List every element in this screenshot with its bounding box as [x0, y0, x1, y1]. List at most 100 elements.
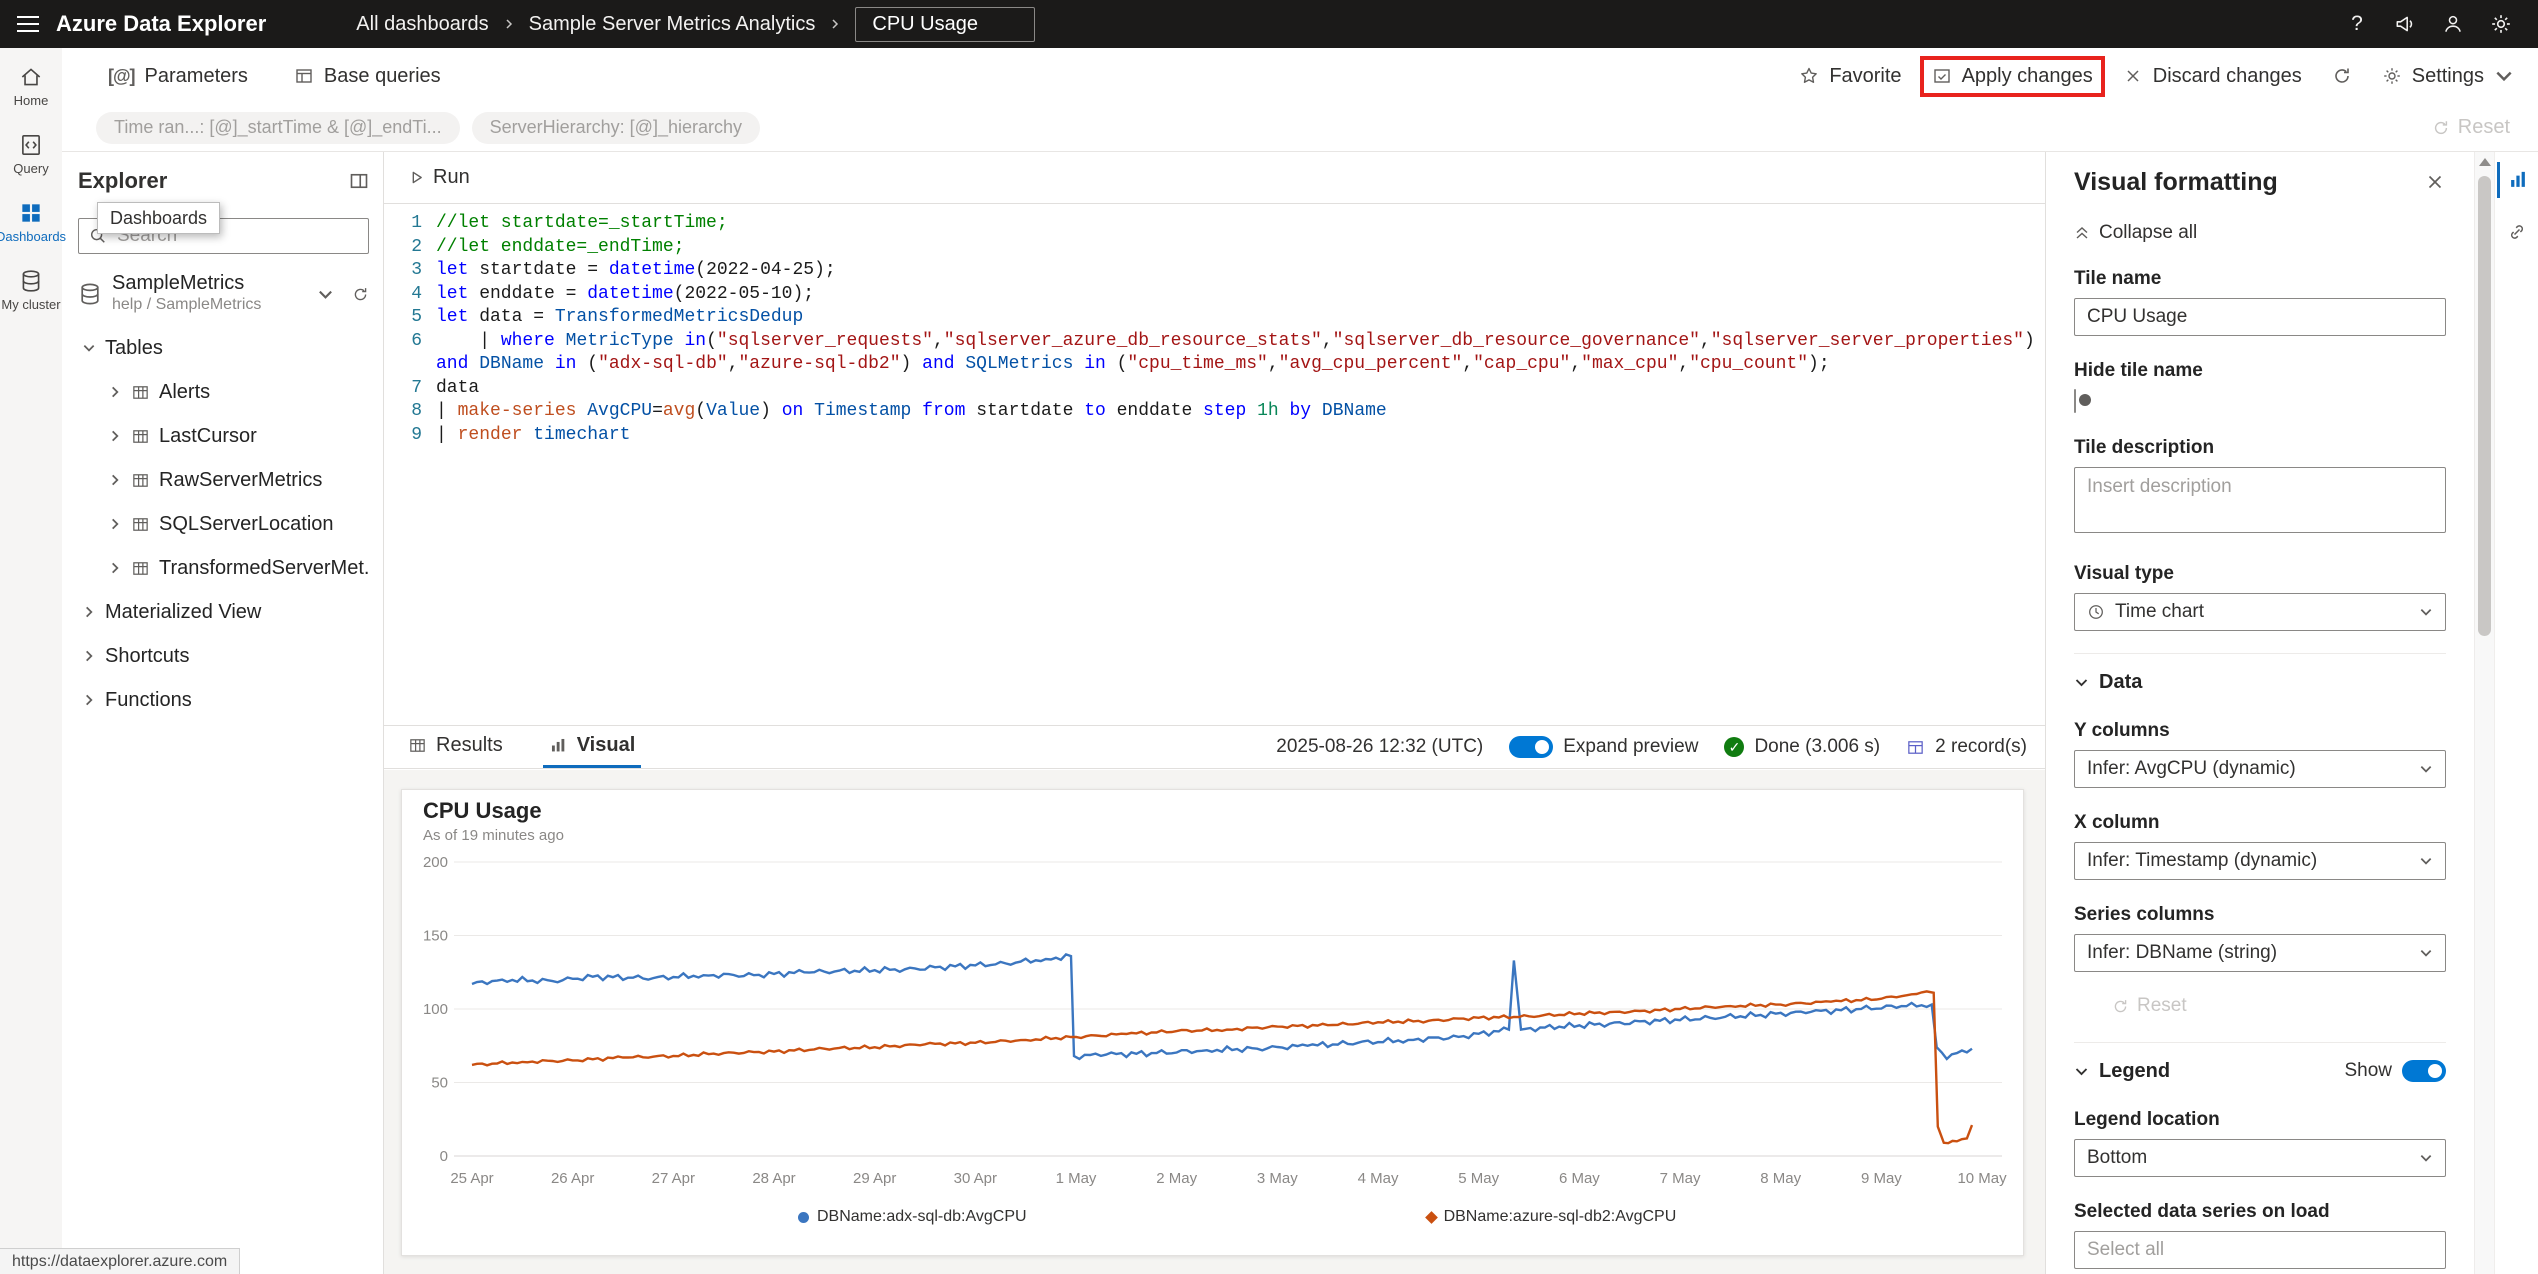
breadcrumb-all-dashboards[interactable]: All dashboards [356, 12, 489, 35]
legend-marker-circle [798, 1211, 809, 1223]
tree-item-label: RawServerMetrics [159, 468, 323, 491]
database-icon [81, 283, 99, 305]
tile-name-label: Tile name [2074, 268, 2162, 289]
legend-item[interactable]: DBName:adx-sql-db:AvgCPU [798, 1208, 1027, 1226]
time-range-parameter-pill[interactable]: Time ran...: [@]_startTime & [@]_endTi..… [96, 111, 460, 144]
y-columns-dropdown[interactable]: Infer: AvgCPU (dynamic) [2074, 750, 2446, 788]
x-axis-tick-label: 25 Apr [450, 1170, 493, 1187]
data-section-title: Data [2099, 670, 2143, 693]
apply-changes-button[interactable]: Apply changes [1919, 55, 2105, 97]
link-panel-button[interactable] [2497, 214, 2537, 250]
chevron-right-icon [86, 694, 93, 706]
x-axis-tick-label: 7 May [1660, 1170, 1701, 1187]
legend-location-dropdown[interactable]: Bottom [2074, 1139, 2446, 1177]
favorite-button[interactable]: Favorite [1799, 65, 1902, 88]
breadcrumb-tile-name-input[interactable]: CPU Usage [855, 6, 1036, 42]
link-icon [2510, 225, 2523, 239]
x-axis-tick-label: 28 Apr [752, 1170, 795, 1187]
tree-item-label: Shortcuts [105, 644, 190, 667]
close-icon[interactable] [2424, 171, 2446, 193]
tree-item[interactable]: SQLServerLocation [78, 502, 369, 546]
server-hierarchy-parameter-pill[interactable]: ServerHierarchy: [@]_hierarchy [471, 111, 760, 144]
bar-chart-icon [2511, 171, 2525, 187]
explorer-search[interactable] [78, 218, 369, 254]
selected-series-input[interactable] [2074, 1231, 2446, 1269]
chevron-right-icon [112, 562, 119, 574]
tile-name-input[interactable] [2074, 298, 2446, 336]
line-number: 8 [411, 401, 422, 421]
collapse-panel-icon[interactable] [349, 171, 369, 191]
tree-item[interactable]: Tables [78, 326, 369, 370]
scrollbar-thumb[interactable] [2478, 176, 2491, 636]
breadcrumb-dashboard-name[interactable]: Sample Server Metrics Analytics [528, 12, 816, 35]
tab-results[interactable]: Results [402, 726, 509, 768]
data-section-header[interactable]: Data [2074, 668, 2446, 696]
tree-item[interactable]: Shortcuts [78, 634, 369, 678]
legend-item[interactable]: DBName:azure-sql-db2:AvgCPU [1424, 1208, 1676, 1226]
chevron-down-icon [2420, 1155, 2432, 1162]
hide-tile-name-toggle[interactable] [2074, 389, 2091, 413]
sidebar-item-home[interactable]: Home [0, 54, 62, 116]
panel-scrollbar[interactable] [2474, 152, 2494, 1274]
legend-show-toggle[interactable] [2402, 1060, 2446, 1082]
tree-item[interactable]: Alerts [78, 370, 369, 414]
tree-item[interactable]: LastCursor [78, 414, 369, 458]
tree-item[interactable]: Functions [78, 678, 369, 722]
chevron-down-icon [2420, 858, 2432, 865]
success-check-icon: ✓ [1724, 737, 1745, 757]
settings-gear-icon[interactable] [2484, 7, 2518, 41]
sidebar-item-my-cluster[interactable]: My cluster [0, 258, 62, 320]
sidebar-item-dashboards[interactable]: Dashboards [0, 190, 66, 252]
visual-type-dropdown[interactable]: Time chart [2074, 593, 2446, 631]
base-queries-button[interactable]: Base queries [294, 65, 441, 88]
feedback-icon[interactable] [2388, 7, 2422, 41]
reset-parameters-button[interactable]: Reset [2432, 116, 2510, 139]
reset-data-button[interactable]: Reset [2112, 992, 2446, 1020]
discard-changes-label: Discard changes [2152, 64, 2302, 87]
collapse-all-button[interactable]: Collapse all [2074, 222, 2446, 244]
help-icon[interactable]: ? [2351, 12, 2363, 35]
x-column-dropdown[interactable]: Infer: Timestamp (dynamic) [2074, 842, 2446, 880]
chevron-right-icon [112, 430, 119, 442]
chevron-right-icon [86, 650, 93, 662]
sidebar-item-label: Query [13, 161, 49, 176]
tile-card: CPU Usage As of 19 minutes ago 0 50 100 150… [401, 789, 2024, 1256]
tile-description-input[interactable] [2074, 467, 2446, 533]
query-editor[interactable]: 1//let startdate=_startTime; 2//let endda… [384, 204, 2045, 725]
tree-item[interactable]: Materialized View [78, 590, 369, 634]
tree-item-label: TransformedServerMet... [159, 556, 369, 579]
legend-section-header[interactable]: Legend Show [2074, 1057, 2446, 1085]
settings-button[interactable]: Settings [2382, 65, 2514, 88]
visual-formatting-toggle-button[interactable] [2496, 162, 2537, 198]
line-number: 3 [411, 260, 422, 280]
chevron-down-icon [83, 345, 95, 352]
expand-preview-toggle[interactable] [1509, 736, 1554, 758]
tree-item[interactable]: TransformedServerMet... [78, 546, 369, 590]
x-axis-tick-label: 29 Apr [853, 1170, 896, 1187]
tile-freshness: As of 19 minutes ago [423, 827, 564, 844]
parameters-button[interactable]: [@] Parameters [108, 65, 248, 88]
results-tab-bar: Results Visual 2025-08-26 12:32 (UTC) Ex… [384, 725, 2045, 769]
database-selector[interactable]: SampleMetrics help / SampleMetrics [78, 268, 369, 320]
dashboards-tooltip: Dashboards [97, 202, 221, 234]
run-button[interactable]: Run [408, 166, 470, 189]
refresh-icon[interactable] [352, 286, 369, 303]
tree-item[interactable]: RawServerMetrics [78, 458, 369, 502]
sidebar-item-query[interactable]: Query [0, 122, 62, 184]
series-columns-dropdown[interactable]: Infer: DBName (string) [2074, 934, 2446, 972]
account-icon[interactable] [2436, 7, 2470, 41]
chevron-down-icon[interactable] [317, 286, 334, 303]
tree-item-label: Functions [105, 688, 192, 711]
hamburger-menu-button[interactable] [0, 0, 56, 48]
explorer-title: Explorer [78, 168, 168, 193]
refresh-icon [2114, 999, 2127, 1012]
discard-changes-button[interactable]: Discard changes [2123, 65, 2302, 88]
line-number: 1 [411, 213, 422, 233]
x-axis-tick-label: 6 May [1559, 1170, 1600, 1187]
code-line: 3 let startdate = datetime(2022-04-25); [384, 259, 2045, 283]
search-input[interactable] [115, 224, 358, 248]
y-axis-tick-label: 50 [431, 1075, 448, 1092]
tab-visual[interactable]: Visual [542, 726, 642, 768]
scroll-up-arrow[interactable] [2478, 158, 2491, 166]
refresh-button[interactable] [2332, 66, 2352, 86]
